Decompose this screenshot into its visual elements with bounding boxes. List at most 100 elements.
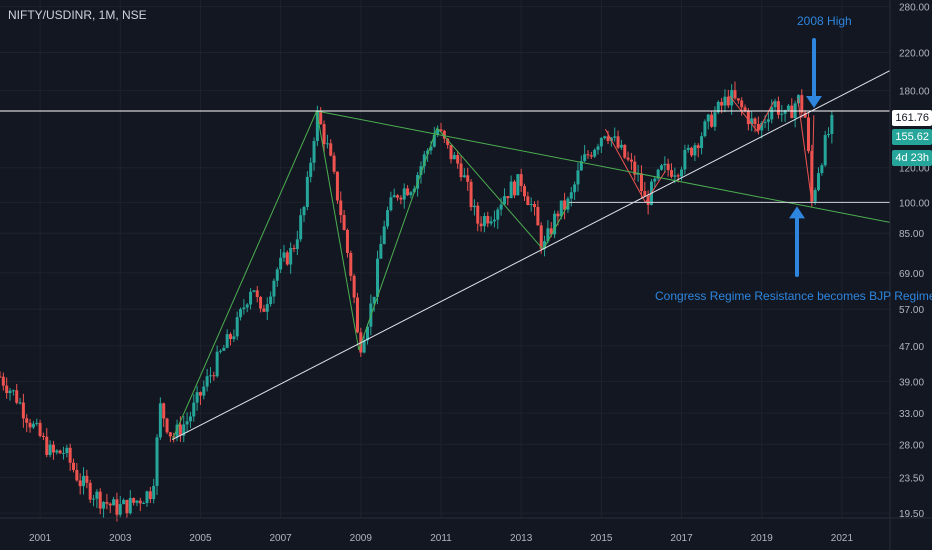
price-tick-label: 19.50 xyxy=(899,509,924,520)
candle-body xyxy=(780,113,784,115)
time-tick-label: 2003 xyxy=(109,533,132,544)
candle-body xyxy=(382,226,386,244)
candle-body xyxy=(65,447,69,454)
candle-body xyxy=(28,422,32,428)
candle-body xyxy=(265,304,269,312)
price-tick-label: 220.00 xyxy=(899,49,930,60)
candle-body xyxy=(188,416,192,422)
candle-body xyxy=(783,110,787,114)
candle-body xyxy=(61,453,65,455)
candle-body xyxy=(376,258,380,297)
candle-body xyxy=(583,154,587,162)
candle-body xyxy=(279,257,283,270)
candle-body xyxy=(596,146,600,150)
time-axis: 2001 2003 2005 2007 2009 2011 2013 2015 2017 2019… xyxy=(0,517,932,544)
candle-body xyxy=(593,149,597,157)
candle-body xyxy=(185,421,189,425)
horizontal-levels xyxy=(0,110,890,203)
candle-body xyxy=(208,375,212,377)
candle-body xyxy=(202,386,206,396)
candle-body xyxy=(663,163,667,166)
candle-body xyxy=(325,143,329,145)
candle-body xyxy=(45,436,49,455)
price-tick-label: 57.00 xyxy=(899,305,924,316)
candle-body xyxy=(786,105,790,111)
candle-body xyxy=(466,175,470,182)
candle-body xyxy=(603,136,607,139)
candle-body xyxy=(489,221,493,224)
candle-body xyxy=(309,162,313,177)
candle-body xyxy=(579,161,583,171)
candle-body xyxy=(259,297,263,309)
ascending-trendline-segment xyxy=(172,70,891,441)
time-tick-label: 2005 xyxy=(189,533,212,544)
candle-body xyxy=(319,110,323,125)
candle-body xyxy=(299,215,303,240)
candle-body xyxy=(205,376,209,387)
annotation-regime: Congress Regime Resistance becomes BJP R… xyxy=(655,289,932,303)
price-tick-label: 180.00 xyxy=(899,87,930,98)
candle-body xyxy=(35,422,39,424)
candle-body xyxy=(402,188,406,200)
candle-body xyxy=(155,437,159,486)
candle-body xyxy=(529,204,533,206)
candle-body xyxy=(215,351,219,377)
price-tick-label: 39.00 xyxy=(899,377,924,388)
candle-body xyxy=(282,252,286,258)
candle-body xyxy=(813,189,817,202)
candle-body xyxy=(51,444,55,453)
candle-body xyxy=(182,424,186,436)
candle-body xyxy=(666,163,670,171)
candle-body xyxy=(820,165,824,174)
candle-body xyxy=(646,196,650,205)
candle-body xyxy=(506,196,510,199)
candle-body xyxy=(232,336,236,340)
candle-body xyxy=(633,161,637,175)
annotation-2008-high: 2008 High xyxy=(797,14,852,28)
candle-body xyxy=(526,196,530,206)
candle-body xyxy=(355,297,359,333)
candle-body xyxy=(1,376,5,386)
candle-body xyxy=(269,296,273,305)
candle-body xyxy=(399,197,403,200)
candle-body xyxy=(486,215,490,224)
candle-body xyxy=(178,424,182,436)
candle-body xyxy=(21,402,25,419)
candle-body xyxy=(773,101,777,108)
candle-body xyxy=(98,491,102,509)
countdown-label: 4d 23h xyxy=(892,150,932,166)
candle-body xyxy=(132,497,136,503)
candle-body xyxy=(396,195,400,198)
candle-body xyxy=(102,502,106,509)
candle-body xyxy=(409,192,413,196)
price-tick-label: 280.00 xyxy=(899,3,930,14)
candle-body xyxy=(225,334,229,348)
candle-body xyxy=(629,159,633,162)
candle-body xyxy=(48,444,52,455)
candle-body xyxy=(800,95,804,113)
red-zigzag-segment xyxy=(797,98,813,203)
arrow-head xyxy=(806,95,822,108)
candle-body xyxy=(349,252,353,276)
candle-body xyxy=(469,181,473,208)
candle-body xyxy=(736,98,740,101)
green-zigzag-segment xyxy=(316,110,360,351)
candle-body xyxy=(275,269,279,281)
candle-body xyxy=(229,334,233,340)
candle-body xyxy=(823,135,827,166)
candle-body xyxy=(195,392,199,403)
candle-body xyxy=(639,173,643,192)
candle-body xyxy=(519,174,523,187)
candle-body xyxy=(335,171,339,201)
candle-body xyxy=(58,450,62,454)
candle-body xyxy=(422,154,426,167)
candle-body xyxy=(302,206,306,216)
candle-body xyxy=(152,485,156,500)
red-zigzag-segment xyxy=(757,101,775,132)
candle-body xyxy=(192,402,196,417)
candle-body xyxy=(345,229,349,253)
candle-body xyxy=(549,228,553,235)
candle-body xyxy=(619,144,623,148)
